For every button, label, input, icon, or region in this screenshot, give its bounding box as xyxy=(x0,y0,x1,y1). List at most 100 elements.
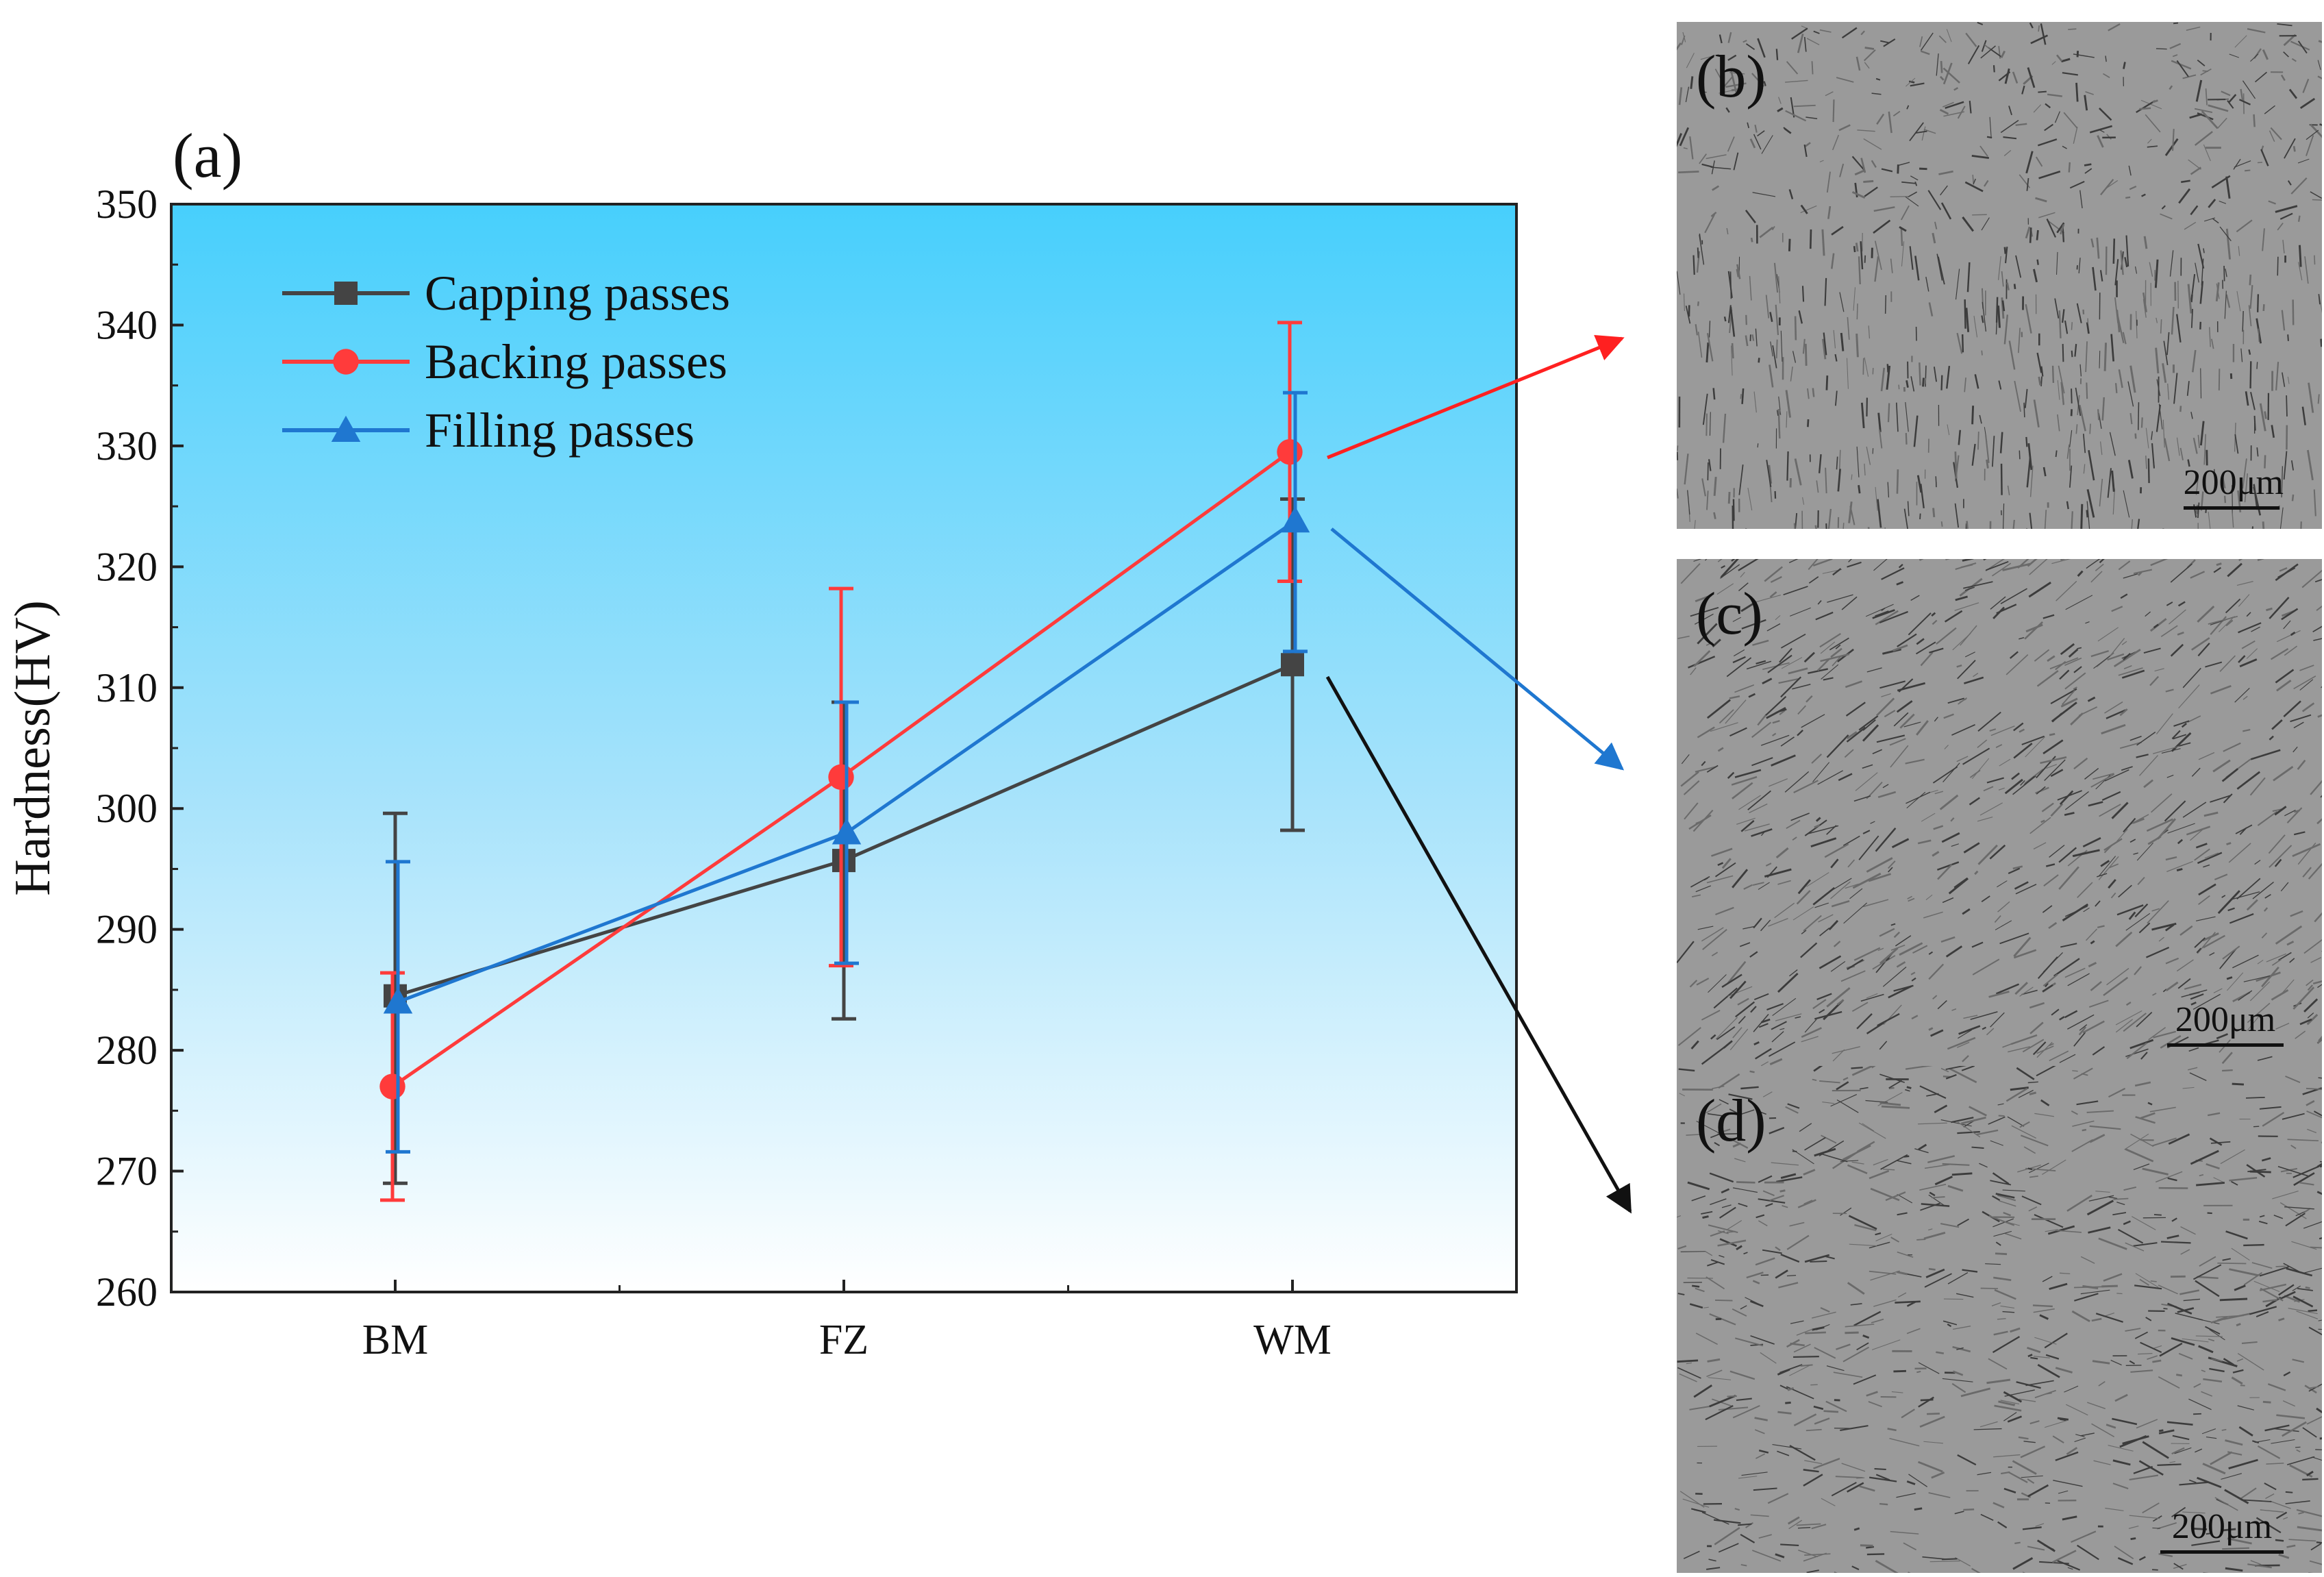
micro-texture-stroke xyxy=(1830,878,1852,892)
micro-texture-stroke xyxy=(2045,1419,2068,1428)
micro-texture-stroke xyxy=(1893,931,1901,939)
micro-texture-stroke xyxy=(2000,1305,2015,1308)
micro-texture-stroke xyxy=(1710,722,1738,732)
micro-texture-stroke xyxy=(2171,1337,2195,1346)
micro-texture-stroke xyxy=(2221,1528,2236,1532)
micro-texture-stroke xyxy=(1998,380,2002,390)
micro-texture-stroke xyxy=(2036,670,2059,687)
micro-texture-stroke xyxy=(1677,42,1682,51)
micro-texture-stroke xyxy=(2057,380,2060,400)
micro-texture-stroke xyxy=(1937,256,1945,285)
micro-texture-stroke xyxy=(1853,795,1871,802)
micro-texture-stroke xyxy=(1681,754,1690,765)
micro-texture-stroke xyxy=(1979,145,1988,157)
micro-texture-stroke xyxy=(1678,171,1699,173)
micro-texture-stroke xyxy=(1769,1126,1785,1134)
micro-texture-stroke xyxy=(2246,899,2258,911)
micro-texture-stroke xyxy=(1868,873,1892,882)
micro-texture-stroke xyxy=(1820,641,1836,654)
micro-texture-stroke xyxy=(1813,30,1820,34)
micro-texture-stroke xyxy=(2252,1440,2260,1444)
micro-texture-stroke xyxy=(2314,255,2316,265)
micro-texture-stroke xyxy=(2059,1272,2071,1275)
micro-texture-stroke xyxy=(2049,657,2079,670)
micro-texture-stroke xyxy=(1738,1523,1752,1526)
micro-texture-stroke xyxy=(1833,1371,1863,1378)
micro-texture-stroke xyxy=(2201,1391,2213,1397)
micro-texture-stroke xyxy=(1811,61,1814,75)
micro-texture-stroke xyxy=(2129,412,2133,425)
micro-texture-stroke xyxy=(2256,1517,2282,1534)
micro-texture-stroke xyxy=(1812,559,1833,567)
micro-texture-stroke xyxy=(2099,804,2121,817)
micro-texture-stroke xyxy=(2057,1417,2069,1421)
micro-texture-stroke xyxy=(1780,330,1783,362)
micro-texture-stroke xyxy=(1812,999,1827,1010)
micro-texture-stroke xyxy=(1811,1524,1827,1530)
micro-texture-stroke xyxy=(1834,353,1838,362)
micro-texture-stroke xyxy=(1875,610,1899,625)
micro-texture-stroke xyxy=(1910,175,1919,181)
micro-texture-stroke xyxy=(2232,1369,2244,1374)
micro-texture-stroke xyxy=(1752,1280,1760,1284)
micro-texture-stroke xyxy=(2023,1146,2036,1154)
micro-texture-stroke xyxy=(1772,345,1777,369)
micro-texture-stroke xyxy=(2062,1515,2077,1521)
micro-texture-stroke xyxy=(1971,1146,1984,1149)
micro-texture-stroke xyxy=(2030,1356,2038,1360)
micro-texture-stroke xyxy=(1719,1099,1729,1105)
micro-texture-stroke xyxy=(2162,419,2165,448)
micro-texture-stroke xyxy=(2216,117,2227,129)
micro-texture-stroke xyxy=(2263,907,2269,912)
micro-texture-stroke xyxy=(1807,388,1810,399)
micro-texture-stroke xyxy=(1780,1543,1799,1546)
micro-texture-stroke xyxy=(2239,658,2258,668)
micro-texture-stroke xyxy=(2149,262,2153,277)
micro-texture-stroke xyxy=(1998,787,2005,791)
micro-texture-stroke xyxy=(2072,849,2100,858)
y-tick-label: 310 xyxy=(96,665,158,710)
micro-texture-stroke xyxy=(1924,378,1927,384)
micro-texture-stroke xyxy=(1964,181,1984,193)
micro-texture-stroke xyxy=(1989,116,1992,138)
micro-texture-stroke xyxy=(1903,508,1908,529)
micro-texture-stroke xyxy=(1865,604,1894,617)
micro-texture-stroke xyxy=(2287,180,2292,186)
micro-texture-stroke xyxy=(2113,1197,2129,1200)
micro-texture-stroke xyxy=(2139,1278,2150,1286)
micro-texture-stroke xyxy=(2171,1447,2185,1455)
micro-texture-stroke xyxy=(1972,958,2000,976)
micro-texture-stroke xyxy=(1819,927,1830,936)
micro-texture-stroke xyxy=(2037,138,2058,147)
micro-texture-stroke xyxy=(1690,1508,1706,1513)
micro-texture-stroke xyxy=(1858,835,1879,860)
micro-texture-stroke xyxy=(2242,695,2248,700)
micro-texture-stroke xyxy=(1943,713,1954,719)
micro-texture-stroke xyxy=(1682,1498,1710,1508)
micro-texture-stroke xyxy=(2034,1113,2054,1117)
micro-texture-stroke xyxy=(2149,1106,2176,1113)
micro-texture-stroke xyxy=(1732,1187,1758,1193)
micro-texture-stroke xyxy=(2124,257,2128,268)
micrograph-b-texture xyxy=(1677,22,2322,529)
micro-texture-stroke xyxy=(1956,332,1963,354)
micro-texture-stroke xyxy=(1772,997,1797,1016)
micro-texture-stroke xyxy=(1783,127,1790,133)
micro-texture-stroke xyxy=(2225,1230,2248,1240)
micro-texture-stroke xyxy=(1736,817,1756,825)
micro-texture-stroke xyxy=(1980,1513,1994,1522)
micro-texture-stroke xyxy=(1954,1511,1964,1515)
micro-texture-stroke xyxy=(2307,1128,2317,1134)
micro-texture-stroke xyxy=(2307,1012,2314,1019)
micro-texture-stroke xyxy=(2060,224,2065,235)
micro-texture-stroke xyxy=(2160,1035,2182,1049)
micro-texture-stroke xyxy=(1939,75,1945,81)
micro-texture-stroke xyxy=(1906,1480,1916,1485)
micro-texture-stroke xyxy=(2071,1110,2078,1115)
micro-texture-stroke xyxy=(1783,586,1808,595)
micro-texture-stroke xyxy=(2000,463,2003,495)
micro-texture-stroke xyxy=(1707,1113,1724,1117)
micro-texture-stroke xyxy=(1734,769,1762,778)
micro-texture-stroke xyxy=(1919,513,1921,519)
micro-texture-stroke xyxy=(2154,668,2164,672)
